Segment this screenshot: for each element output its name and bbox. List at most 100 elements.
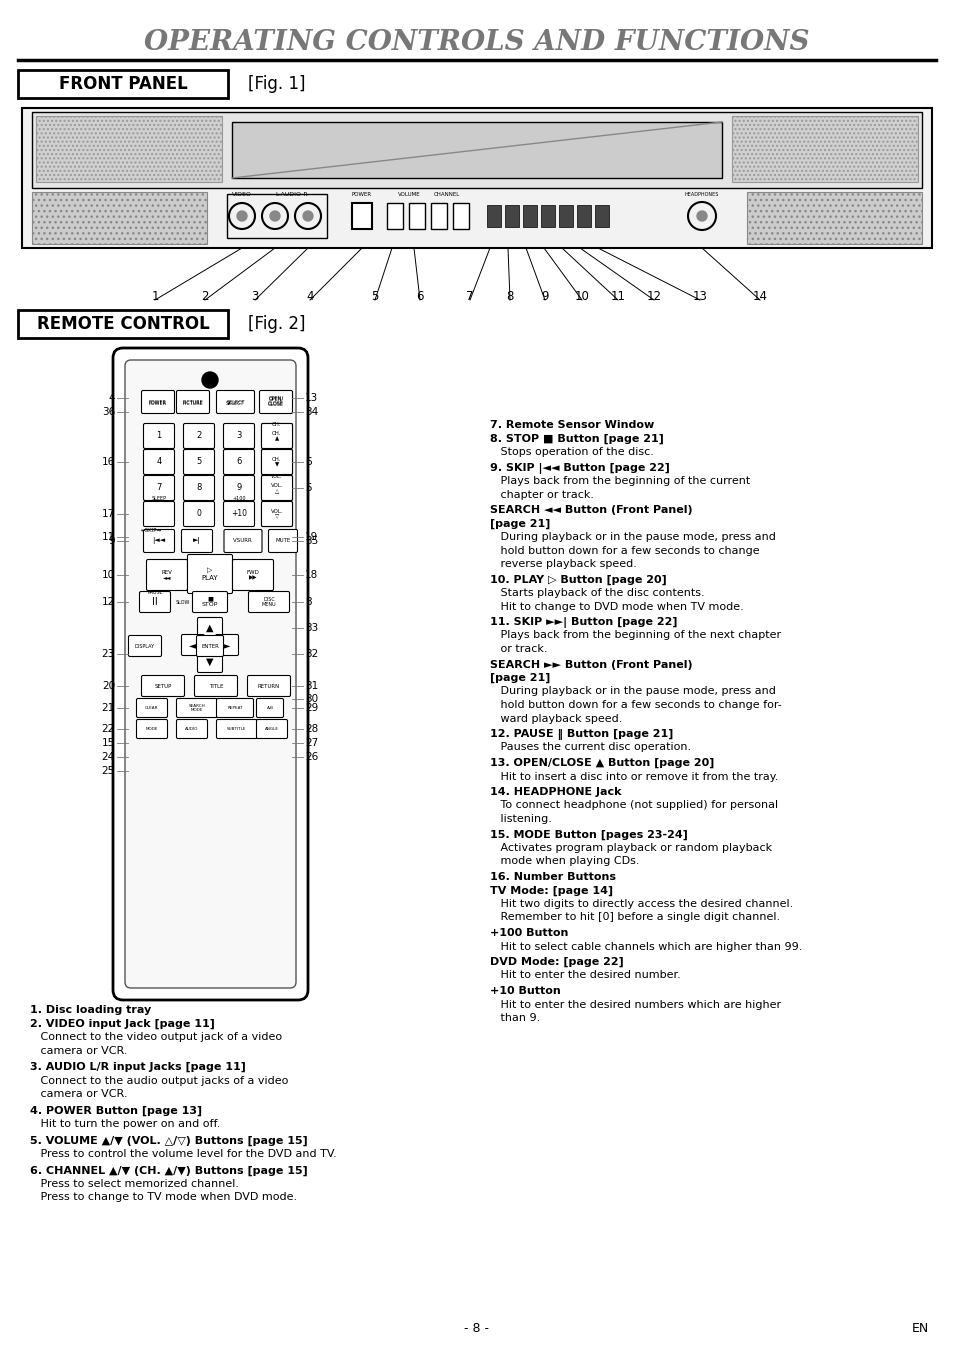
Text: 17: 17 [102, 510, 115, 519]
Text: 9. SKIP |◄◄ Button [page 22]: 9. SKIP |◄◄ Button [page 22] [490, 462, 669, 473]
Text: SEARCH ►► Button (Front Panel): SEARCH ►► Button (Front Panel) [490, 659, 692, 670]
Text: TITLE: TITLE [209, 683, 223, 689]
Text: 33: 33 [305, 623, 318, 634]
Bar [522, 205, 537, 226]
FancyBboxPatch shape [261, 501, 293, 527]
Text: +10: +10 [231, 510, 247, 519]
Circle shape [303, 212, 313, 221]
Text: CH.
▼: CH. ▼ [272, 457, 281, 468]
Text: SETUP: SETUP [154, 683, 172, 689]
FancyBboxPatch shape [261, 476, 293, 500]
Text: mode when playing CDs.: mode when playing CDs. [490, 856, 639, 867]
Text: ►|: ►| [193, 538, 201, 545]
Text: 12: 12 [102, 597, 115, 607]
Text: POWER: POWER [352, 191, 372, 197]
Text: REMOTE CONTROL: REMOTE CONTROL [36, 315, 209, 333]
Text: Activates program playback or random playback: Activates program playback or random pla… [490, 842, 771, 853]
Text: [page 21]: [page 21] [490, 519, 550, 528]
FancyBboxPatch shape [183, 449, 214, 474]
Text: 11: 11 [610, 290, 625, 303]
Text: 22: 22 [102, 724, 115, 735]
Text: 3: 3 [236, 431, 241, 441]
Bar [731, 116, 917, 182]
Bar [558, 205, 573, 226]
FancyBboxPatch shape [176, 391, 210, 414]
FancyBboxPatch shape [147, 559, 188, 590]
Text: Hit two digits to directly access the desired channel.: Hit two digits to directly access the de… [490, 899, 792, 909]
Bar [577, 205, 590, 226]
Bar [595, 205, 608, 226]
FancyBboxPatch shape [183, 501, 214, 527]
Text: 8. STOP ■ Button [page 21]: 8. STOP ■ Button [page 21] [490, 434, 663, 443]
FancyBboxPatch shape [188, 554, 233, 593]
Text: 26: 26 [305, 752, 318, 762]
FancyBboxPatch shape [261, 476, 293, 500]
Text: 11. SKIP ►►| Button [page 22]: 11. SKIP ►►| Button [page 22] [490, 617, 677, 628]
Bar [232, 123, 721, 178]
FancyBboxPatch shape [256, 698, 283, 717]
Text: |◄◄: |◄◄ [152, 538, 166, 545]
Text: Remember to hit [0] before a single digit channel.: Remember to hit [0] before a single digi… [490, 913, 780, 922]
Text: CHANNEL: CHANNEL [434, 191, 459, 197]
FancyBboxPatch shape [261, 423, 293, 449]
FancyBboxPatch shape [181, 635, 204, 655]
Text: [page 21]: [page 21] [490, 673, 550, 683]
Bar [22, 108, 931, 248]
Text: DISC
MENU: DISC MENU [261, 597, 276, 608]
Text: VOL.: VOL. [271, 474, 282, 479]
Text: 1: 1 [156, 431, 161, 441]
Text: +100 Button: +100 Button [490, 927, 568, 938]
Text: PICTURE: PICTURE [182, 399, 203, 404]
Text: 3. AUDIO L/R input Jacks [page 11]: 3. AUDIO L/R input Jacks [page 11] [30, 1062, 246, 1072]
Text: Hit to turn the power on and off.: Hit to turn the power on and off. [30, 1119, 220, 1130]
Circle shape [202, 372, 218, 388]
Text: Press to change to TV mode when DVD mode.: Press to change to TV mode when DVD mode… [30, 1193, 296, 1202]
Text: Press to control the volume level for the DVD and TV.: Press to control the volume level for th… [30, 1148, 336, 1159]
Text: or track.: or track. [490, 644, 547, 654]
Text: Hit to enter the desired numbers which are higher: Hit to enter the desired numbers which a… [490, 999, 781, 1010]
Text: listening.: listening. [490, 814, 551, 824]
Text: +100: +100 [232, 496, 246, 501]
Text: 11: 11 [102, 532, 115, 542]
Text: FRONT PANEL: FRONT PANEL [58, 75, 187, 93]
Text: Hit to select cable channels which are higher than 99.: Hit to select cable channels which are h… [490, 941, 801, 952]
FancyBboxPatch shape [261, 501, 293, 527]
Text: 1. Disc loading tray: 1. Disc loading tray [30, 1006, 152, 1015]
Text: 8: 8 [196, 484, 201, 492]
Text: 4: 4 [109, 394, 115, 403]
Bar [352, 204, 372, 229]
Text: VOLUME: VOLUME [397, 191, 420, 197]
Text: 2: 2 [201, 290, 209, 303]
Text: 5: 5 [196, 457, 201, 466]
Text: 16. Number Buttons: 16. Number Buttons [490, 872, 616, 882]
Text: 10: 10 [102, 570, 115, 580]
Text: OPEN/
CLOSE: OPEN/ CLOSE [268, 395, 284, 406]
FancyBboxPatch shape [125, 360, 295, 988]
FancyBboxPatch shape [194, 675, 237, 697]
Text: 12. PAUSE ‖ Button [page 21]: 12. PAUSE ‖ Button [page 21] [490, 729, 673, 740]
FancyBboxPatch shape [197, 651, 222, 673]
Text: 4. POWER Button [page 13]: 4. POWER Button [page 13] [30, 1105, 202, 1116]
Text: OPEN/
CLOSE: OPEN/ CLOSE [268, 396, 284, 407]
Text: A-B: A-B [266, 706, 274, 710]
FancyBboxPatch shape [261, 449, 293, 474]
Text: Pauses the current disc operation.: Pauses the current disc operation. [490, 743, 690, 752]
FancyBboxPatch shape [223, 476, 254, 500]
Text: AUDIO: AUDIO [185, 727, 198, 731]
Text: POWER: POWER [149, 400, 167, 406]
Text: OPERATING CONTROLS AND FUNCTIONS: OPERATING CONTROLS AND FUNCTIONS [144, 28, 809, 55]
Text: 8: 8 [506, 290, 513, 303]
Text: ANGLE: ANGLE [265, 727, 278, 731]
Text: 6: 6 [305, 457, 312, 466]
Text: CLEAR: CLEAR [145, 706, 158, 710]
Text: 3: 3 [251, 290, 258, 303]
Text: DISPLAY: DISPLAY [134, 643, 155, 648]
Text: 13. OPEN/CLOSE ▲ Button [page 20]: 13. OPEN/CLOSE ▲ Button [page 20] [490, 758, 714, 768]
FancyBboxPatch shape [176, 698, 217, 717]
FancyBboxPatch shape [143, 476, 174, 500]
Text: 24: 24 [102, 752, 115, 762]
Text: 6: 6 [236, 457, 241, 466]
Text: 9: 9 [109, 537, 115, 546]
Text: TV Mode: [page 14]: TV Mode: [page 14] [490, 886, 613, 896]
FancyBboxPatch shape [224, 530, 262, 553]
